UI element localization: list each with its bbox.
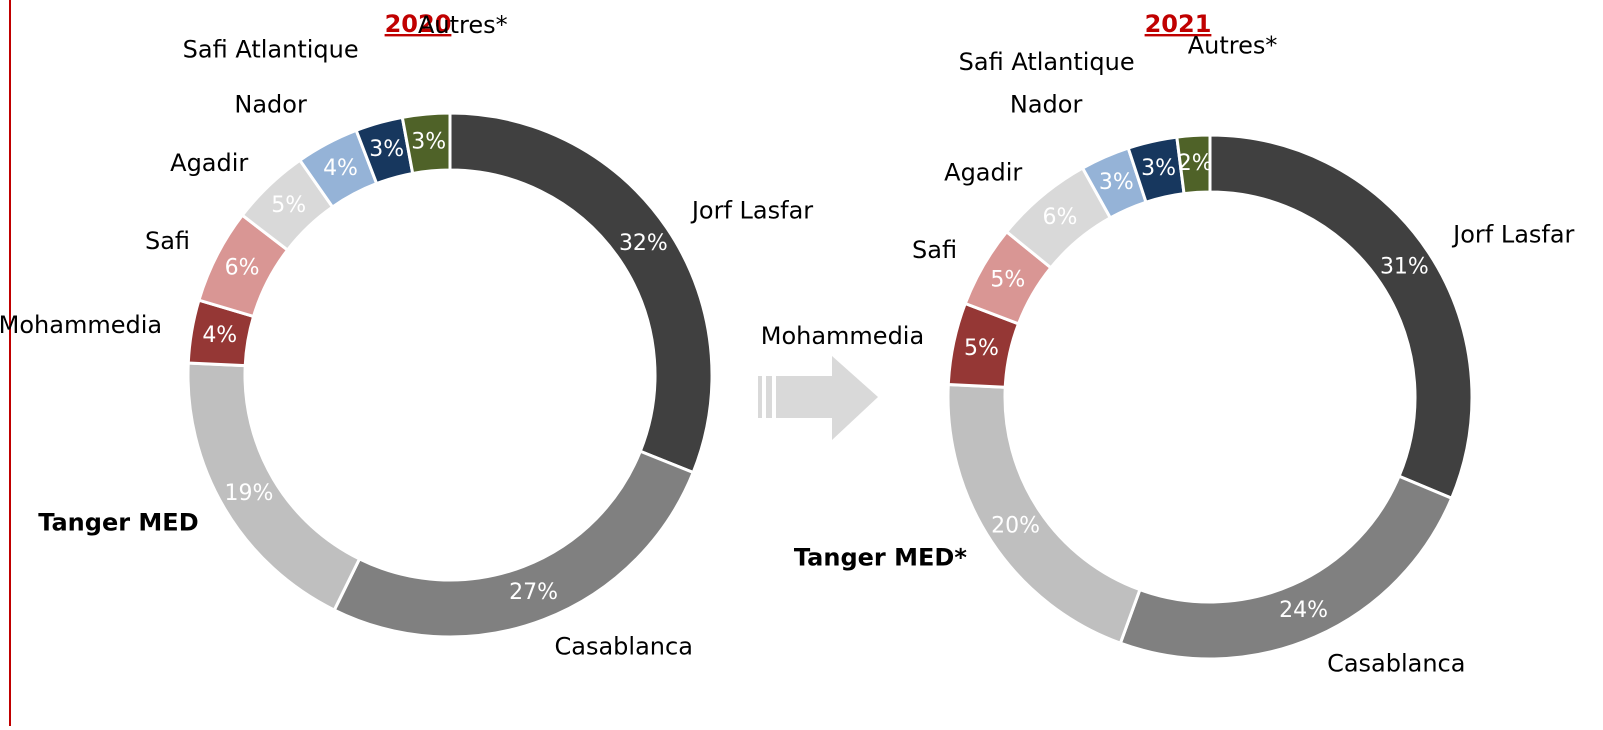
category-label: Agadir	[944, 158, 1022, 186]
value-label: 3%	[1141, 156, 1176, 181]
category-label: Autres*	[418, 11, 508, 39]
value-label: 20%	[991, 513, 1040, 538]
category-label: Agadir	[170, 149, 248, 177]
category-label: Tanger MED*	[794, 544, 967, 572]
category-label: Autres*	[1188, 32, 1278, 60]
value-label: 4%	[323, 156, 358, 181]
value-label: 24%	[1279, 598, 1328, 623]
donut-slice	[448, 111, 714, 475]
category-label: Safi Atlantique	[183, 36, 359, 64]
value-label: 6%	[1042, 205, 1077, 230]
value-label: 6%	[225, 256, 260, 281]
value-label: 3%	[369, 137, 404, 162]
donut-slice	[1175, 133, 1212, 196]
donut-slice	[946, 382, 1142, 646]
category-label: Casablanca	[555, 633, 693, 661]
category-label: Casablanca	[1327, 650, 1465, 678]
category-label: Nador	[234, 90, 307, 118]
category-label: Jorf Lasfar	[1451, 220, 1574, 248]
arrow	[758, 356, 878, 440]
category-label: Safi	[145, 227, 190, 255]
donut-slice	[332, 449, 696, 639]
category-label: Tanger MED	[38, 509, 198, 537]
value-label: 5%	[271, 193, 306, 218]
category-label: Mohammedia	[0, 311, 162, 339]
category-label: Safi Atlantique	[959, 48, 1135, 76]
donut-slice	[1208, 133, 1474, 501]
donut-slice	[186, 361, 362, 613]
category-label: Mohammedia	[761, 322, 924, 350]
donut-slice	[1118, 474, 1454, 661]
chart-title: 2020	[385, 10, 452, 38]
value-label: 27%	[509, 580, 558, 605]
value-label: 32%	[619, 231, 668, 256]
value-label: 4%	[202, 323, 237, 348]
value-label: 2%	[1178, 151, 1213, 176]
value-label: 31%	[1380, 255, 1429, 280]
category-label: Safi	[912, 236, 957, 264]
chart-title: 2021	[1145, 10, 1212, 38]
value-label: 3%	[411, 129, 446, 154]
value-label: 3%	[1099, 170, 1134, 195]
value-label: 5%	[964, 336, 999, 361]
donut-slice	[400, 111, 452, 176]
category-label: Jorf Lasfar	[690, 196, 813, 224]
category-label: Nador	[1010, 90, 1083, 118]
value-label: 19%	[225, 481, 274, 506]
value-label: 5%	[990, 267, 1025, 292]
